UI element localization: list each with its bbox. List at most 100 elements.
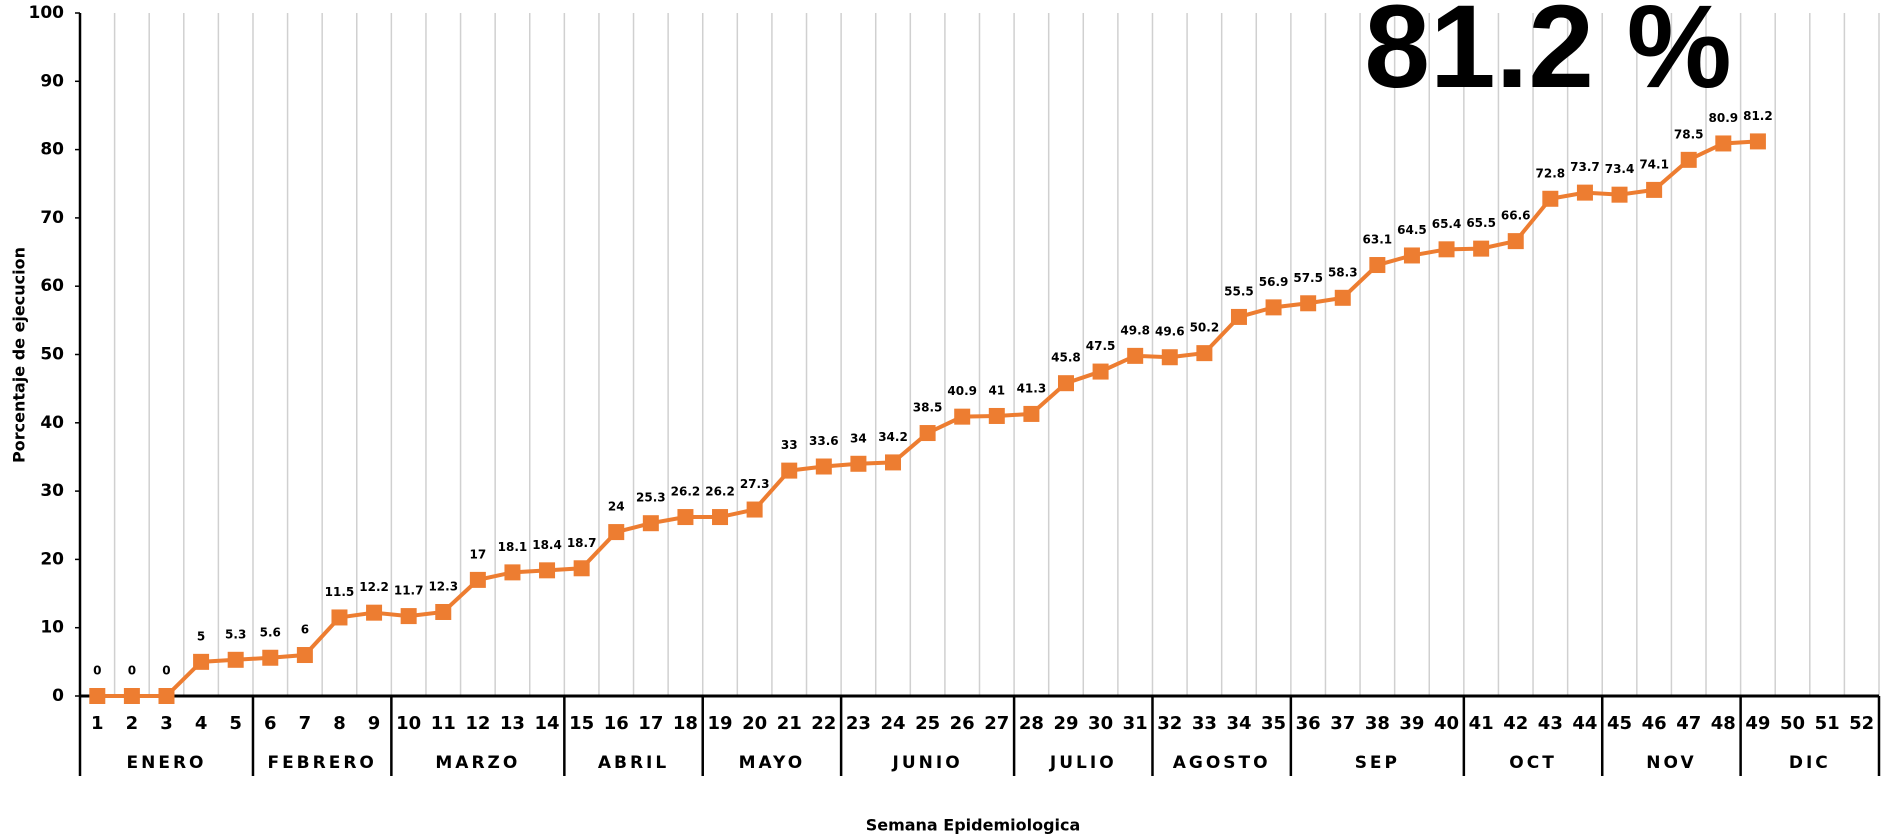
data-label: 17	[470, 547, 487, 561]
x-tick-label: 49	[1745, 713, 1770, 734]
data-label: 11.7	[394, 584, 424, 598]
data-label: 80.9	[1709, 111, 1739, 125]
data-label: 64.5	[1397, 223, 1427, 237]
marker	[1542, 190, 1559, 207]
marker	[227, 651, 244, 668]
x-tick-label: 51	[1815, 713, 1840, 734]
data-label: 49.8	[1120, 323, 1150, 337]
marker	[193, 653, 210, 670]
x-tick-label: 30	[1088, 713, 1113, 734]
data-label: 73.7	[1570, 160, 1600, 174]
x-tick-label: 38	[1365, 713, 1390, 734]
marker	[1092, 363, 1109, 380]
y-tick-label: 0	[52, 686, 64, 706]
x-tick-label: 12	[465, 713, 490, 734]
x-tick-label: 27	[984, 713, 1009, 734]
x-tick-label: 8	[333, 713, 346, 734]
x-tick-label: 2	[126, 713, 139, 734]
x-tick-label: 46	[1642, 713, 1667, 734]
x-tick-label: 42	[1503, 713, 1528, 734]
marker	[1507, 233, 1524, 250]
marker	[262, 649, 279, 666]
x-tick-label: 40	[1434, 713, 1459, 734]
x-tick-label: 22	[811, 713, 836, 734]
month-label: SEP	[1355, 753, 1400, 773]
marker	[746, 501, 763, 518]
data-label: 73.4	[1605, 162, 1635, 176]
data-label: 66.6	[1501, 209, 1531, 223]
marker	[1749, 133, 1766, 150]
month-label: MARZO	[435, 753, 520, 773]
marker	[469, 571, 486, 588]
marker	[815, 458, 832, 475]
x-tick-label: 39	[1399, 713, 1424, 734]
data-label: 12.3	[428, 579, 458, 593]
data-label: 34.2	[878, 430, 908, 444]
x-tick-label: 13	[500, 713, 525, 734]
marker	[539, 562, 556, 579]
x-tick-label: 16	[604, 713, 629, 734]
x-tick-label: 41	[1469, 713, 1494, 734]
x-tick-label: 21	[777, 713, 802, 734]
y-tick-label: 70	[40, 208, 64, 228]
marker	[1576, 184, 1593, 201]
marker	[988, 407, 1005, 424]
y-tick-label: 100	[29, 3, 65, 23]
y-tick-label: 30	[40, 481, 64, 501]
data-label: 41.3	[1017, 381, 1047, 395]
data-label: 0	[93, 664, 101, 678]
marker	[1438, 241, 1455, 258]
month-label: JUNIO	[892, 753, 963, 773]
data-label: 55.5	[1224, 284, 1254, 298]
data-label: 5.3	[225, 627, 246, 641]
y-tick-label: 40	[40, 413, 64, 433]
x-tick-label: 31	[1123, 713, 1148, 734]
marker	[1369, 257, 1386, 274]
x-tick-label: 47	[1676, 713, 1701, 734]
data-label: 72.8	[1536, 166, 1566, 180]
marker	[608, 524, 625, 541]
marker	[296, 647, 313, 664]
marker	[1680, 151, 1697, 168]
month-label: FEBRERO	[267, 753, 376, 773]
x-tick-label: 25	[915, 713, 940, 734]
x-axis-title: Semana Epidemiologica	[866, 816, 1081, 835]
x-tick-label: 17	[638, 713, 663, 734]
marker	[435, 603, 452, 620]
data-label: 26.2	[705, 485, 735, 499]
marker	[1473, 240, 1490, 257]
month-label: DIC	[1789, 753, 1831, 773]
data-label: 12.2	[359, 580, 389, 594]
data-label: 0	[162, 664, 170, 678]
data-label: 74.1	[1639, 157, 1669, 171]
x-tick-label: 6	[264, 713, 277, 734]
x-tick-label: 44	[1572, 713, 1597, 734]
data-label: 18.1	[498, 540, 528, 554]
marker	[1127, 347, 1144, 364]
data-label: 6	[301, 623, 309, 637]
marker	[677, 509, 694, 526]
data-label: 33	[781, 438, 798, 452]
marker	[1403, 247, 1420, 264]
x-tick-label: 1	[91, 713, 104, 734]
marker	[573, 560, 590, 577]
x-tick-label: 23	[846, 713, 871, 734]
data-label: 50.2	[1190, 321, 1220, 335]
data-label: 5.6	[260, 625, 281, 639]
x-tick-label: 19	[707, 713, 732, 734]
marker	[400, 608, 417, 625]
data-label: 41	[988, 383, 1005, 397]
marker	[504, 564, 521, 581]
marker	[89, 688, 106, 704]
data-label: 78.5	[1674, 127, 1704, 141]
x-tick-label: 9	[368, 713, 381, 734]
x-tick-label: 34	[1226, 713, 1251, 734]
data-label: 5	[197, 629, 205, 643]
y-tick-label: 90	[40, 71, 64, 91]
data-label: 81.2	[1743, 109, 1773, 123]
marker	[954, 408, 971, 425]
y-tick-label: 60	[40, 276, 64, 296]
marker	[781, 462, 798, 479]
marker	[1334, 289, 1351, 306]
